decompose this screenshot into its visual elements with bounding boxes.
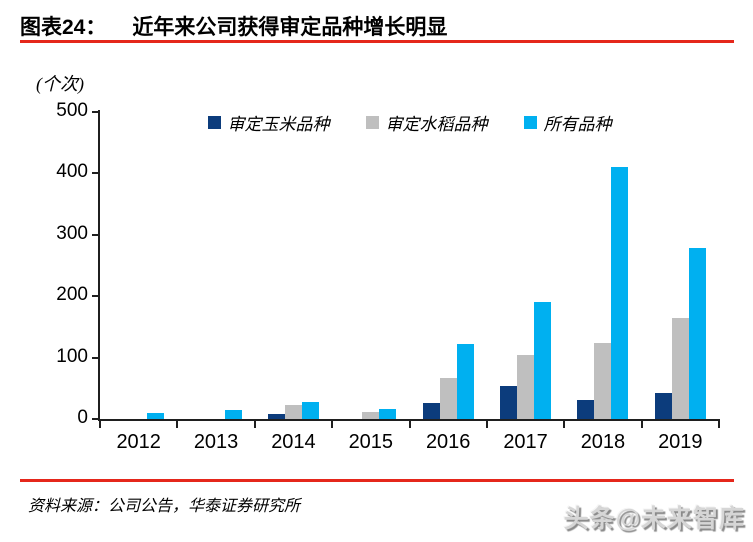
x-category-label: 2014	[271, 431, 316, 453]
x-category-label: 2013	[193, 431, 239, 453]
y-axis-line	[98, 110, 100, 421]
figure-number: 图表24：	[20, 16, 107, 39]
x-tick	[331, 421, 334, 428]
bar-2018-s1	[594, 343, 612, 419]
bar-2012-s2	[147, 412, 165, 419]
chart-legend: 审定玉米品种 审定水稻品种 所有品种	[100, 110, 719, 135]
bar-2019-s2	[688, 248, 706, 419]
x-axis-line	[98, 419, 720, 421]
bar-2013-s2	[224, 410, 242, 419]
x-category-label: 2018	[580, 431, 626, 453]
y-tick	[92, 172, 100, 175]
x-category-label: 2016	[425, 431, 471, 453]
legend-label: 审定水稻品种	[385, 114, 488, 134]
legend-label: 所有品种	[543, 114, 612, 134]
y-tick	[92, 356, 100, 359]
bar-2017-s2	[534, 302, 552, 419]
legend-swatch-icon	[365, 115, 379, 129]
legend-swatch-icon	[523, 115, 537, 129]
x-tick	[99, 421, 101, 428]
x-category-label: 2019	[658, 431, 703, 453]
x-tick	[253, 421, 256, 428]
bar-2019-s0	[654, 392, 672, 419]
y-tick	[92, 418, 100, 420]
x-tick	[640, 421, 643, 428]
bar-2018-s2	[611, 167, 629, 419]
x-category-label: 2015	[348, 431, 394, 453]
legend-item: 审定玉米品种	[207, 110, 330, 135]
x-category-label: 2012	[116, 431, 161, 453]
x-tick	[408, 421, 411, 428]
y-tick-label: 400	[56, 161, 88, 183]
page-title: 近年来公司获得审定品种增长明显	[132, 15, 448, 39]
y-tick-label: 300	[56, 222, 88, 244]
x-tick	[485, 421, 488, 428]
x-tick	[718, 421, 720, 428]
bar-2017-s1	[517, 354, 535, 419]
y-tick	[92, 111, 100, 113]
bar-2014-s1	[284, 405, 302, 419]
bar-2014-s2	[301, 401, 319, 419]
x-category-label: 2017	[503, 431, 548, 453]
y-tick-label: 500	[56, 100, 88, 121]
y-axis-unit-label: (个次)	[36, 74, 84, 94]
bar-2019-s1	[671, 317, 689, 419]
y-tick-label: 200	[56, 284, 88, 306]
legend-label: 审定玉米品种	[227, 114, 330, 134]
source-note: 资料来源：公司公告，华泰证券研究所	[28, 498, 301, 515]
title-underline	[20, 40, 734, 43]
legend-item: 所有品种	[523, 110, 612, 135]
bar-2015-s1	[362, 411, 380, 419]
y-tick	[92, 233, 100, 236]
bar-2016-s2	[456, 344, 474, 419]
legend-swatch-icon	[207, 115, 221, 129]
figure-header: 图表24： 近年来公司获得审定品种增长明显	[20, 11, 447, 41]
bar-2015-s2	[379, 409, 397, 419]
x-tick	[563, 421, 566, 428]
footer-rule	[20, 479, 734, 482]
y-tick-label: 100	[56, 345, 88, 367]
bar-2014-s0	[267, 414, 285, 419]
bar-2018-s0	[577, 399, 595, 419]
watermark: 头条@未来智库	[563, 505, 745, 533]
x-tick	[176, 421, 179, 428]
bar-2016-s0	[422, 403, 440, 419]
bar-2016-s1	[439, 377, 457, 419]
y-tick-label: 0	[77, 407, 88, 428]
bar-2017-s0	[500, 386, 518, 419]
y-tick	[92, 295, 100, 298]
legend-item: 审定水稻品种	[365, 110, 488, 135]
